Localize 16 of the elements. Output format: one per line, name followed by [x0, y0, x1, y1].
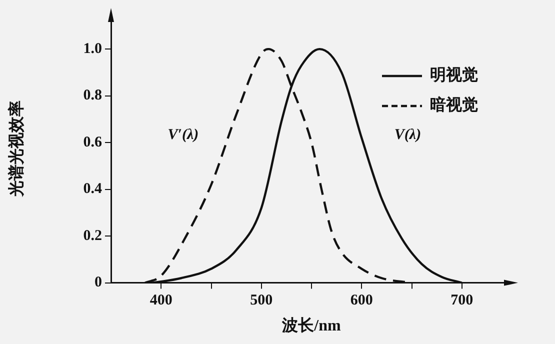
- x-tick-label: 600: [350, 292, 373, 309]
- y-tick-label: 0.2: [83, 228, 102, 244]
- y-tick-label: 0.4: [83, 181, 102, 198]
- x-tick-label: 500: [250, 292, 273, 309]
- y-tick-label: 0.6: [83, 134, 102, 150]
- y-tick-label: 0.8: [83, 88, 102, 104]
- y-tick-label: 1.0: [83, 40, 102, 57]
- annotation: V′(λ): [168, 126, 199, 143]
- y-tick-label: 0: [94, 274, 102, 291]
- x-tick-label: 700: [450, 292, 474, 309]
- x-tick-label: 400: [150, 292, 172, 309]
- x-axis-title: 波长/nm: [281, 316, 342, 335]
- legend-label: 明视觉: [430, 66, 478, 84]
- y-axis-title: 光谱光视效率: [6, 100, 26, 198]
- annotation: V(λ): [394, 126, 422, 143]
- legend-label: 暗视觉: [430, 96, 478, 114]
